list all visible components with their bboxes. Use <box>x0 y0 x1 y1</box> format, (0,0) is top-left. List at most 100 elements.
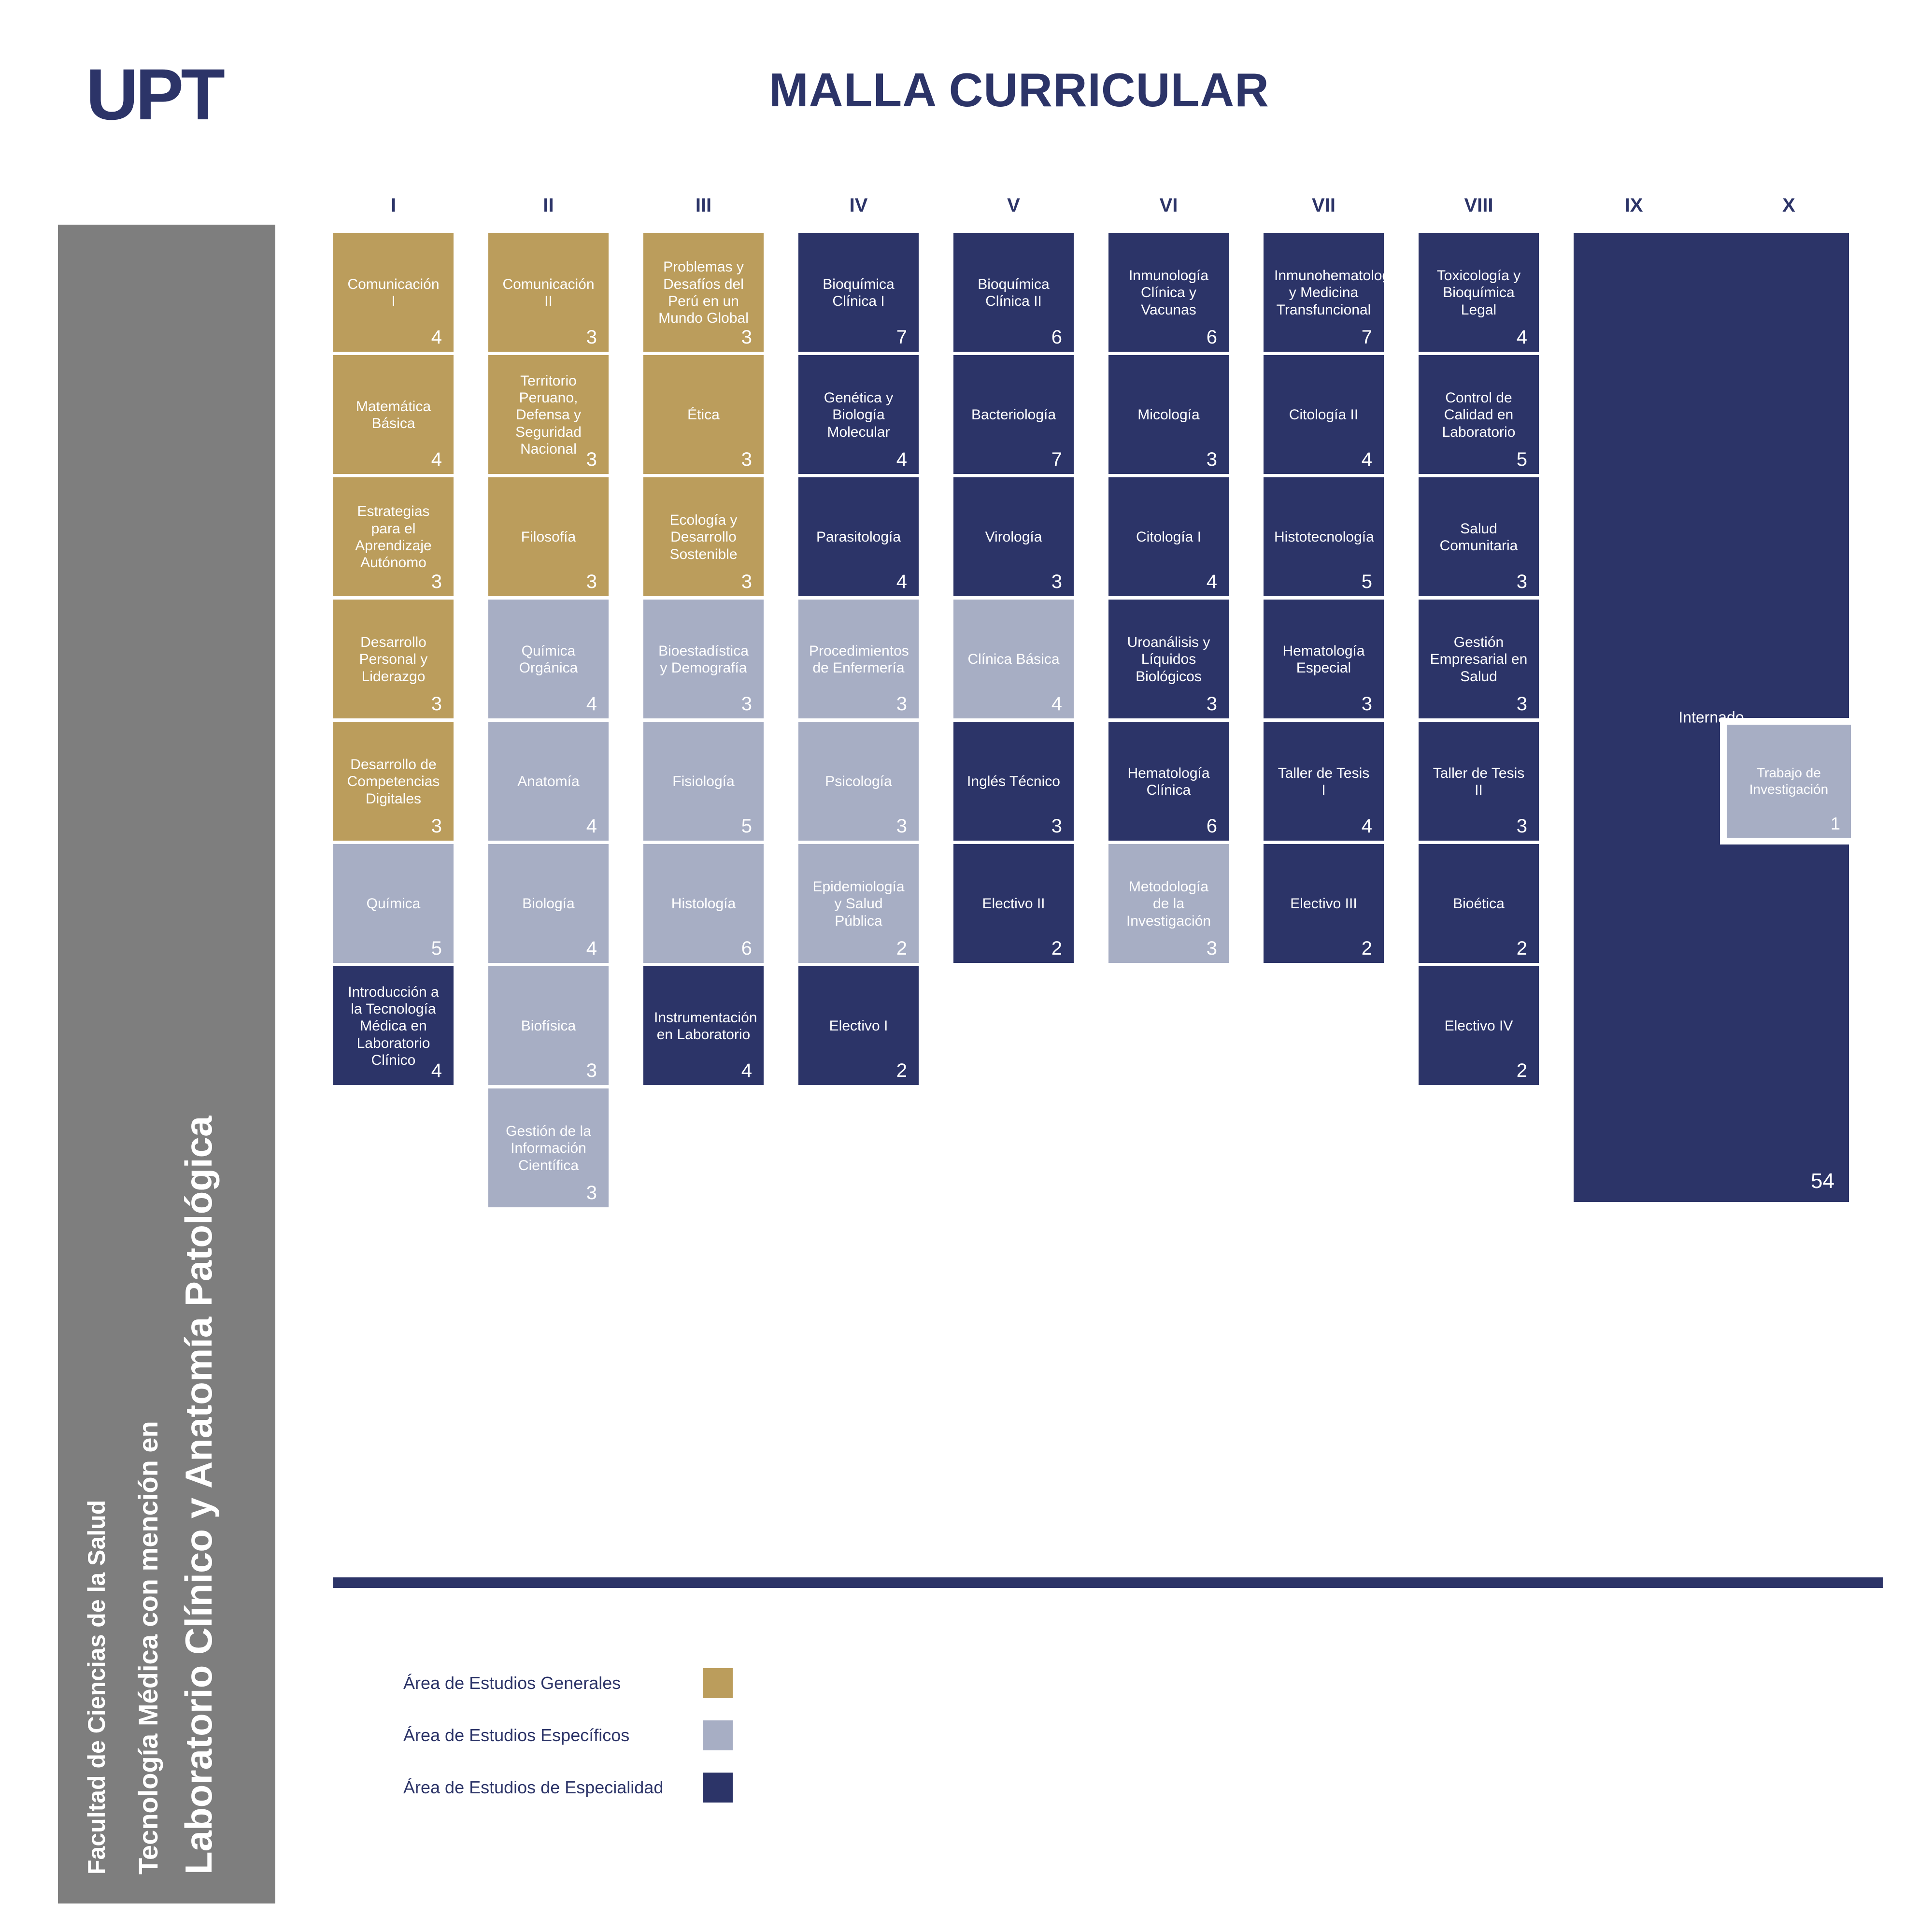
page-title: MALLA CURRICULAR <box>0 63 1932 117</box>
course-card[interactable]: Inglés Técnico 3 <box>953 722 1074 841</box>
course-card[interactable]: Ecología y Desarrollo Sostenible 3 <box>643 477 764 596</box>
course-card[interactable]: Electivo IV 2 <box>1419 966 1539 1085</box>
course-credits: 2 <box>1516 1060 1527 1081</box>
course-credits: 4 <box>1051 693 1062 715</box>
course-name: Bioquímica Clínica II <box>978 276 1050 309</box>
course-name: Química <box>366 896 421 912</box>
course-card[interactable]: Parasitología 4 <box>798 477 919 596</box>
course-card[interactable]: Electivo II 2 <box>953 844 1074 963</box>
course-name: Introducción a la Tecnología Médica en L… <box>348 984 439 1069</box>
course-card[interactable]: Taller de Tesis II 3 <box>1419 722 1539 841</box>
course-card[interactable]: Ética 3 <box>643 355 764 474</box>
course-card[interactable]: Gestión de la Información Científica 3 <box>488 1088 609 1207</box>
course-card[interactable]: Introducción a la Tecnología Médica en L… <box>333 966 454 1085</box>
course-name: Micología <box>1137 407 1200 423</box>
course-name: Anatomía <box>517 773 580 790</box>
sidebar-faculty-label: Facultad de Ciencias de la Salud <box>83 1500 110 1875</box>
course-name: Bioestadística y Demografía <box>658 643 749 676</box>
legend-item-especificos: Área de Estudios Específicos <box>403 1709 838 1761</box>
course-name: Bioquímica Clínica I <box>823 276 895 309</box>
course-card[interactable]: Epidemiología y Salud Pública 2 <box>798 844 919 963</box>
course-card[interactable]: Uroanálisis y Líquidos Biológicos 3 <box>1108 600 1229 718</box>
course-card[interactable]: Estrategias para el Aprendizaje Autónomo… <box>333 477 454 596</box>
course-card[interactable]: Anatomía 4 <box>488 722 609 841</box>
course-credits: 7 <box>1361 327 1372 348</box>
course-card[interactable]: Inmunología Clínica y Vacunas 6 <box>1108 233 1229 352</box>
course-card[interactable]: Clínica Básica 4 <box>953 600 1074 718</box>
course-card[interactable]: Matemática Básica 4 <box>333 355 454 474</box>
course-card[interactable]: Histotecnología 5 <box>1264 477 1384 596</box>
course-card[interactable]: Biofísica 3 <box>488 966 609 1085</box>
course-name: Histología <box>671 896 736 912</box>
course-credits: 5 <box>1361 571 1372 592</box>
course-card[interactable]: Bacteriología 7 <box>953 355 1074 474</box>
course-name: Comunicación II <box>502 276 595 309</box>
course-card[interactable]: Citología I 4 <box>1108 477 1229 596</box>
course-card[interactable]: Bioquímica Clínica II 6 <box>953 233 1074 352</box>
course-card[interactable]: Desarrollo Personal y Liderazgo 3 <box>333 600 454 718</box>
course-name: Hematología Clínica <box>1127 765 1210 798</box>
course-card[interactable]: Hematología Especial 3 <box>1264 600 1384 718</box>
course-credits: 3 <box>1361 693 1372 715</box>
course-credits: 4 <box>586 693 597 715</box>
course-card[interactable]: Psicología 3 <box>798 722 919 841</box>
trabajo-investigacion-card[interactable]: Trabajo de Investigación 1 <box>1720 718 1858 844</box>
section-divider <box>333 1577 1883 1588</box>
course-card[interactable]: Salud Comunitaria 3 <box>1419 477 1539 596</box>
course-card[interactable]: Instrumentación en Laboratorio 4 <box>643 966 764 1085</box>
legend-label-especificos: Área de Estudios Específicos <box>403 1725 630 1745</box>
course-card[interactable]: Fisiología 5 <box>643 722 764 841</box>
course-card[interactable]: Procedimientos de Enfermería 3 <box>798 600 919 718</box>
course-credits: 3 <box>741 693 752 715</box>
course-card[interactable]: Desarrollo de Competencias Digitales 3 <box>333 722 454 841</box>
course-card[interactable]: Comunicación II 3 <box>488 233 609 352</box>
course-credits: 3 <box>1051 816 1062 837</box>
course-card[interactable]: Histología 6 <box>643 844 764 963</box>
course-name: Psicología <box>825 773 892 790</box>
course-card[interactable]: Gestión Empresarial en Salud 3 <box>1419 600 1539 718</box>
course-credits: 4 <box>431 1060 442 1081</box>
course-card[interactable]: Bioética 2 <box>1419 844 1539 963</box>
course-card[interactable]: Genética y Biología Molecular 4 <box>798 355 919 474</box>
course-card[interactable]: Micología 3 <box>1108 355 1229 474</box>
course-card[interactable]: Control de Calidad en Laboratorio 5 <box>1419 355 1539 474</box>
course-name: Salud Comunitaria <box>1439 520 1518 554</box>
course-name: Ética <box>687 407 720 423</box>
legend-swatch-especificos <box>703 1720 733 1750</box>
internado-block[interactable]: Internado 54 <box>1574 233 1849 1202</box>
legend-item-general: Área de Estudios Generales <box>403 1657 838 1709</box>
course-card[interactable]: Electivo I 2 <box>798 966 919 1085</box>
course-credits: 2 <box>896 938 907 959</box>
column-header-VIII: VIII <box>1464 195 1493 216</box>
course-card[interactable]: Electivo III 2 <box>1264 844 1384 963</box>
course-card[interactable]: Química Orgánica 4 <box>488 600 609 718</box>
course-credits: 3 <box>896 693 907 715</box>
course-card[interactable]: Bioestadística y Demografía 3 <box>643 600 764 718</box>
course-name: Fisiología <box>672 773 735 790</box>
course-credits: 4 <box>896 449 907 470</box>
course-card[interactable]: Comunicación I 4 <box>333 233 454 352</box>
course-card[interactable]: Biología 4 <box>488 844 609 963</box>
course-credits: 4 <box>431 449 442 470</box>
course-name: Clínica Básica <box>967 651 1060 668</box>
course-card[interactable]: Toxicología y Bioquímica Legal 4 <box>1419 233 1539 352</box>
course-card[interactable]: Taller de Tesis I 4 <box>1264 722 1384 841</box>
course-card[interactable]: Territorio Peruano, Defensa y Seguridad … <box>488 355 609 474</box>
course-card[interactable]: Filosofía 3 <box>488 477 609 596</box>
course-name: Estrategias para el Aprendizaje Autónomo <box>355 503 432 571</box>
course-name: Gestión Empresarial en Salud <box>1430 634 1528 685</box>
course-card[interactable]: Citología II 4 <box>1264 355 1384 474</box>
course-credits: 2 <box>1051 938 1062 959</box>
course-card[interactable]: Química 5 <box>333 844 454 963</box>
course-credits: 3 <box>431 571 442 592</box>
column-header-IV: IV <box>849 195 868 216</box>
course-card[interactable]: Problemas y Desafíos del Perú en un Mund… <box>643 233 764 352</box>
course-credits: 3 <box>741 327 752 348</box>
course-card[interactable]: Inmunohematología y Medicina Transfuncio… <box>1264 233 1384 352</box>
legend-item-especialidad: Área de Estudios de Especialidad <box>403 1761 838 1814</box>
course-name: Histotecnología <box>1274 529 1374 545</box>
course-card[interactable]: Virología 3 <box>953 477 1074 596</box>
course-card[interactable]: Metodología de la Investigación 3 <box>1108 844 1229 963</box>
course-card[interactable]: Hematología Clínica 6 <box>1108 722 1229 841</box>
